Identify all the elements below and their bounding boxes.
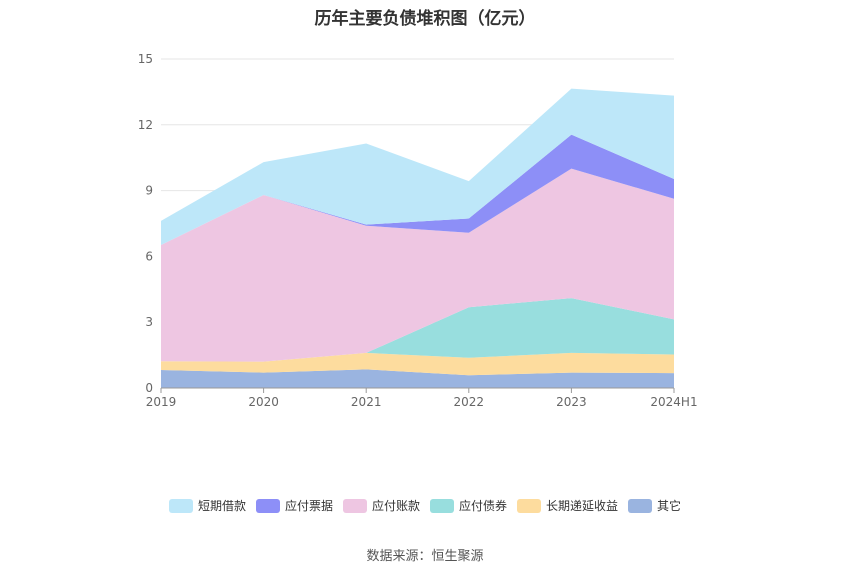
legend-item[interactable]: 长期递延收益 [517, 497, 618, 514]
x-tick-label: 2021 [351, 395, 382, 409]
y-tick-label: 9 [145, 184, 153, 198]
legend-label: 其它 [657, 499, 682, 513]
legend-label: 长期递延收益 [546, 499, 619, 513]
legend-item[interactable]: 应付债券 [430, 497, 507, 514]
legend-swatch [255, 498, 280, 513]
y-tick-label: 12 [138, 118, 153, 132]
data-source: 数据来源：恒生聚源 [366, 549, 484, 564]
legend-item[interactable]: 应付账款 [342, 497, 420, 514]
area-series-3 [161, 168, 674, 362]
y-tick-label: 3 [145, 315, 153, 329]
area-series-0 [161, 369, 674, 388]
area-series-5 [161, 88, 674, 245]
legend-swatch [168, 498, 193, 513]
x-tick-label: 2024H1 [650, 395, 697, 409]
area-layers [161, 88, 674, 388]
legend-item[interactable]: 其它 [628, 497, 681, 514]
legend-swatch [430, 498, 454, 513]
area-series-2 [161, 298, 674, 362]
legend-label: 应付票据 [284, 499, 333, 513]
legend-swatch [342, 498, 367, 513]
legend-item[interactable]: 短期借款 [168, 497, 246, 514]
legend: 短期借款 应付票据 应付账款 应付债券 长期递延收益 其它 [0, 497, 850, 514]
area-series-4 [161, 134, 674, 245]
x-tick-label: 2023 [556, 395, 587, 409]
chart-title: 历年主要负债堆积图（亿元） [314, 9, 536, 29]
area-series-1 [161, 352, 674, 376]
legend-swatch [517, 498, 542, 513]
legend-label: 应付账款 [371, 499, 420, 513]
legend-swatch [628, 498, 653, 513]
legend-item[interactable]: 应付票据 [255, 497, 333, 514]
legend-label: 应付债券 [459, 499, 508, 513]
legend-label: 短期借款 [197, 499, 246, 513]
y-tick-label: 0 [145, 381, 153, 395]
x-tick-label: 2019 [146, 395, 177, 409]
y-tick-label: 6 [145, 249, 153, 263]
axes: 0 3 6 9 12 15 2019 2020 2021 2022 2023 2024H1 [138, 52, 698, 409]
x-tick-label: 2020 [248, 395, 279, 409]
x-tick-label: 2022 [454, 395, 485, 409]
y-tick-label: 15 [138, 52, 153, 66]
